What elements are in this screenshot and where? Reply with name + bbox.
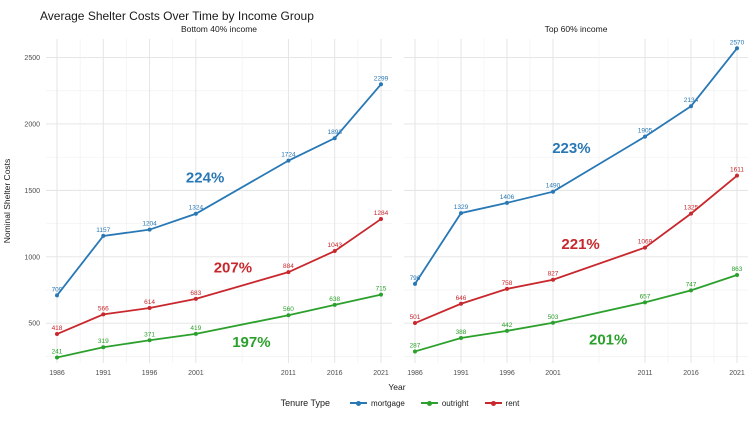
chart-title: Average Shelter Costs Over Time by Incom…: [40, 9, 314, 23]
svg-text:1724: 1724: [281, 152, 296, 159]
svg-text:1996: 1996: [142, 370, 158, 377]
svg-text:2500: 2500: [24, 55, 40, 62]
rent-line-icon: [484, 400, 502, 406]
svg-text:747: 747: [686, 281, 697, 288]
legend-item-rent: rent: [484, 398, 520, 408]
svg-text:2570: 2570: [730, 39, 745, 46]
svg-text:Year: Year: [388, 382, 405, 392]
svg-text:1611: 1611: [730, 167, 744, 174]
svg-text:Bottom 40% income: Bottom 40% income: [181, 24, 257, 34]
svg-text:1991: 1991: [453, 370, 469, 377]
svg-text:Nominal Shelter Costs: Nominal Shelter Costs: [2, 159, 12, 244]
svg-text:2021: 2021: [373, 370, 389, 377]
svg-text:418: 418: [52, 325, 63, 332]
chart-canvas: Bottom 40% income 709 1157 1204 1324 1724 1893…: [2, 24, 748, 392]
svg-text:201%: 201%: [589, 331, 627, 348]
svg-text:1000: 1000: [24, 254, 40, 261]
svg-text:500: 500: [28, 321, 40, 328]
svg-text:1996: 1996: [499, 370, 515, 377]
svg-text:319: 319: [98, 338, 109, 345]
svg-text:2001: 2001: [545, 370, 561, 377]
svg-text:1284: 1284: [374, 210, 389, 217]
legend-item-outright: outright: [420, 398, 469, 408]
svg-text:1986: 1986: [49, 370, 65, 377]
svg-text:197%: 197%: [232, 334, 270, 351]
legend-label: mortgage: [371, 398, 405, 408]
svg-text:614: 614: [144, 299, 155, 306]
svg-text:241: 241: [52, 349, 63, 356]
svg-text:388: 388: [456, 329, 467, 336]
svg-text:657: 657: [640, 293, 651, 300]
svg-text:207%: 207%: [214, 260, 252, 277]
mortgage-line-icon: [350, 400, 368, 406]
svg-text:501: 501: [410, 314, 421, 321]
svg-text:442: 442: [502, 322, 513, 329]
svg-text:683: 683: [190, 290, 201, 297]
svg-text:1500: 1500: [24, 188, 40, 195]
svg-text:1490: 1490: [546, 183, 561, 190]
svg-text:2016: 2016: [683, 370, 699, 377]
svg-text:2001: 2001: [188, 370, 204, 377]
svg-text:223%: 223%: [552, 140, 590, 157]
svg-text:1204: 1204: [142, 221, 157, 228]
svg-text:796: 796: [410, 275, 421, 282]
svg-text:503: 503: [548, 314, 559, 321]
svg-text:419: 419: [190, 325, 201, 332]
legend: Tenure Type mortgage outright rent: [46, 398, 754, 408]
svg-text:715: 715: [376, 286, 387, 293]
svg-text:1324: 1324: [189, 205, 204, 212]
svg-text:1905: 1905: [638, 128, 653, 135]
svg-text:1986: 1986: [407, 370, 423, 377]
svg-text:560: 560: [283, 306, 294, 313]
svg-text:646: 646: [456, 295, 467, 302]
svg-text:709: 709: [52, 286, 63, 293]
svg-text:1406: 1406: [500, 194, 515, 201]
svg-text:1069: 1069: [638, 239, 653, 246]
svg-text:2016: 2016: [327, 370, 343, 377]
legend-item-mortgage: mortgage: [350, 399, 405, 408]
svg-text:2011: 2011: [637, 370, 652, 377]
legend-label: outright: [441, 398, 469, 408]
svg-text:566: 566: [98, 305, 109, 312]
svg-text:884: 884: [283, 263, 294, 270]
svg-text:1991: 1991: [95, 370, 111, 377]
svg-text:638: 638: [329, 296, 340, 303]
legend-label: rent: [505, 398, 520, 408]
svg-text:287: 287: [410, 342, 421, 349]
svg-text:2299: 2299: [374, 75, 389, 82]
outright-line-icon: [420, 400, 438, 406]
svg-text:1893: 1893: [327, 129, 342, 136]
svg-text:1329: 1329: [454, 204, 469, 211]
svg-text:371: 371: [144, 331, 155, 338]
svg-text:863: 863: [732, 266, 743, 273]
svg-text:Top 60% income: Top 60% income: [545, 24, 608, 34]
svg-text:2000: 2000: [24, 121, 40, 128]
svg-text:224%: 224%: [186, 169, 224, 186]
svg-text:1043: 1043: [327, 242, 342, 249]
svg-text:2021: 2021: [729, 370, 745, 377]
svg-text:827: 827: [548, 271, 559, 278]
legend-title: Tenure Type: [280, 398, 331, 408]
svg-text:1157: 1157: [96, 227, 110, 234]
svg-text:221%: 221%: [561, 236, 599, 253]
svg-text:758: 758: [502, 280, 513, 287]
svg-text:2134: 2134: [684, 97, 699, 104]
svg-text:1325: 1325: [684, 205, 699, 212]
svg-text:2011: 2011: [281, 370, 296, 377]
